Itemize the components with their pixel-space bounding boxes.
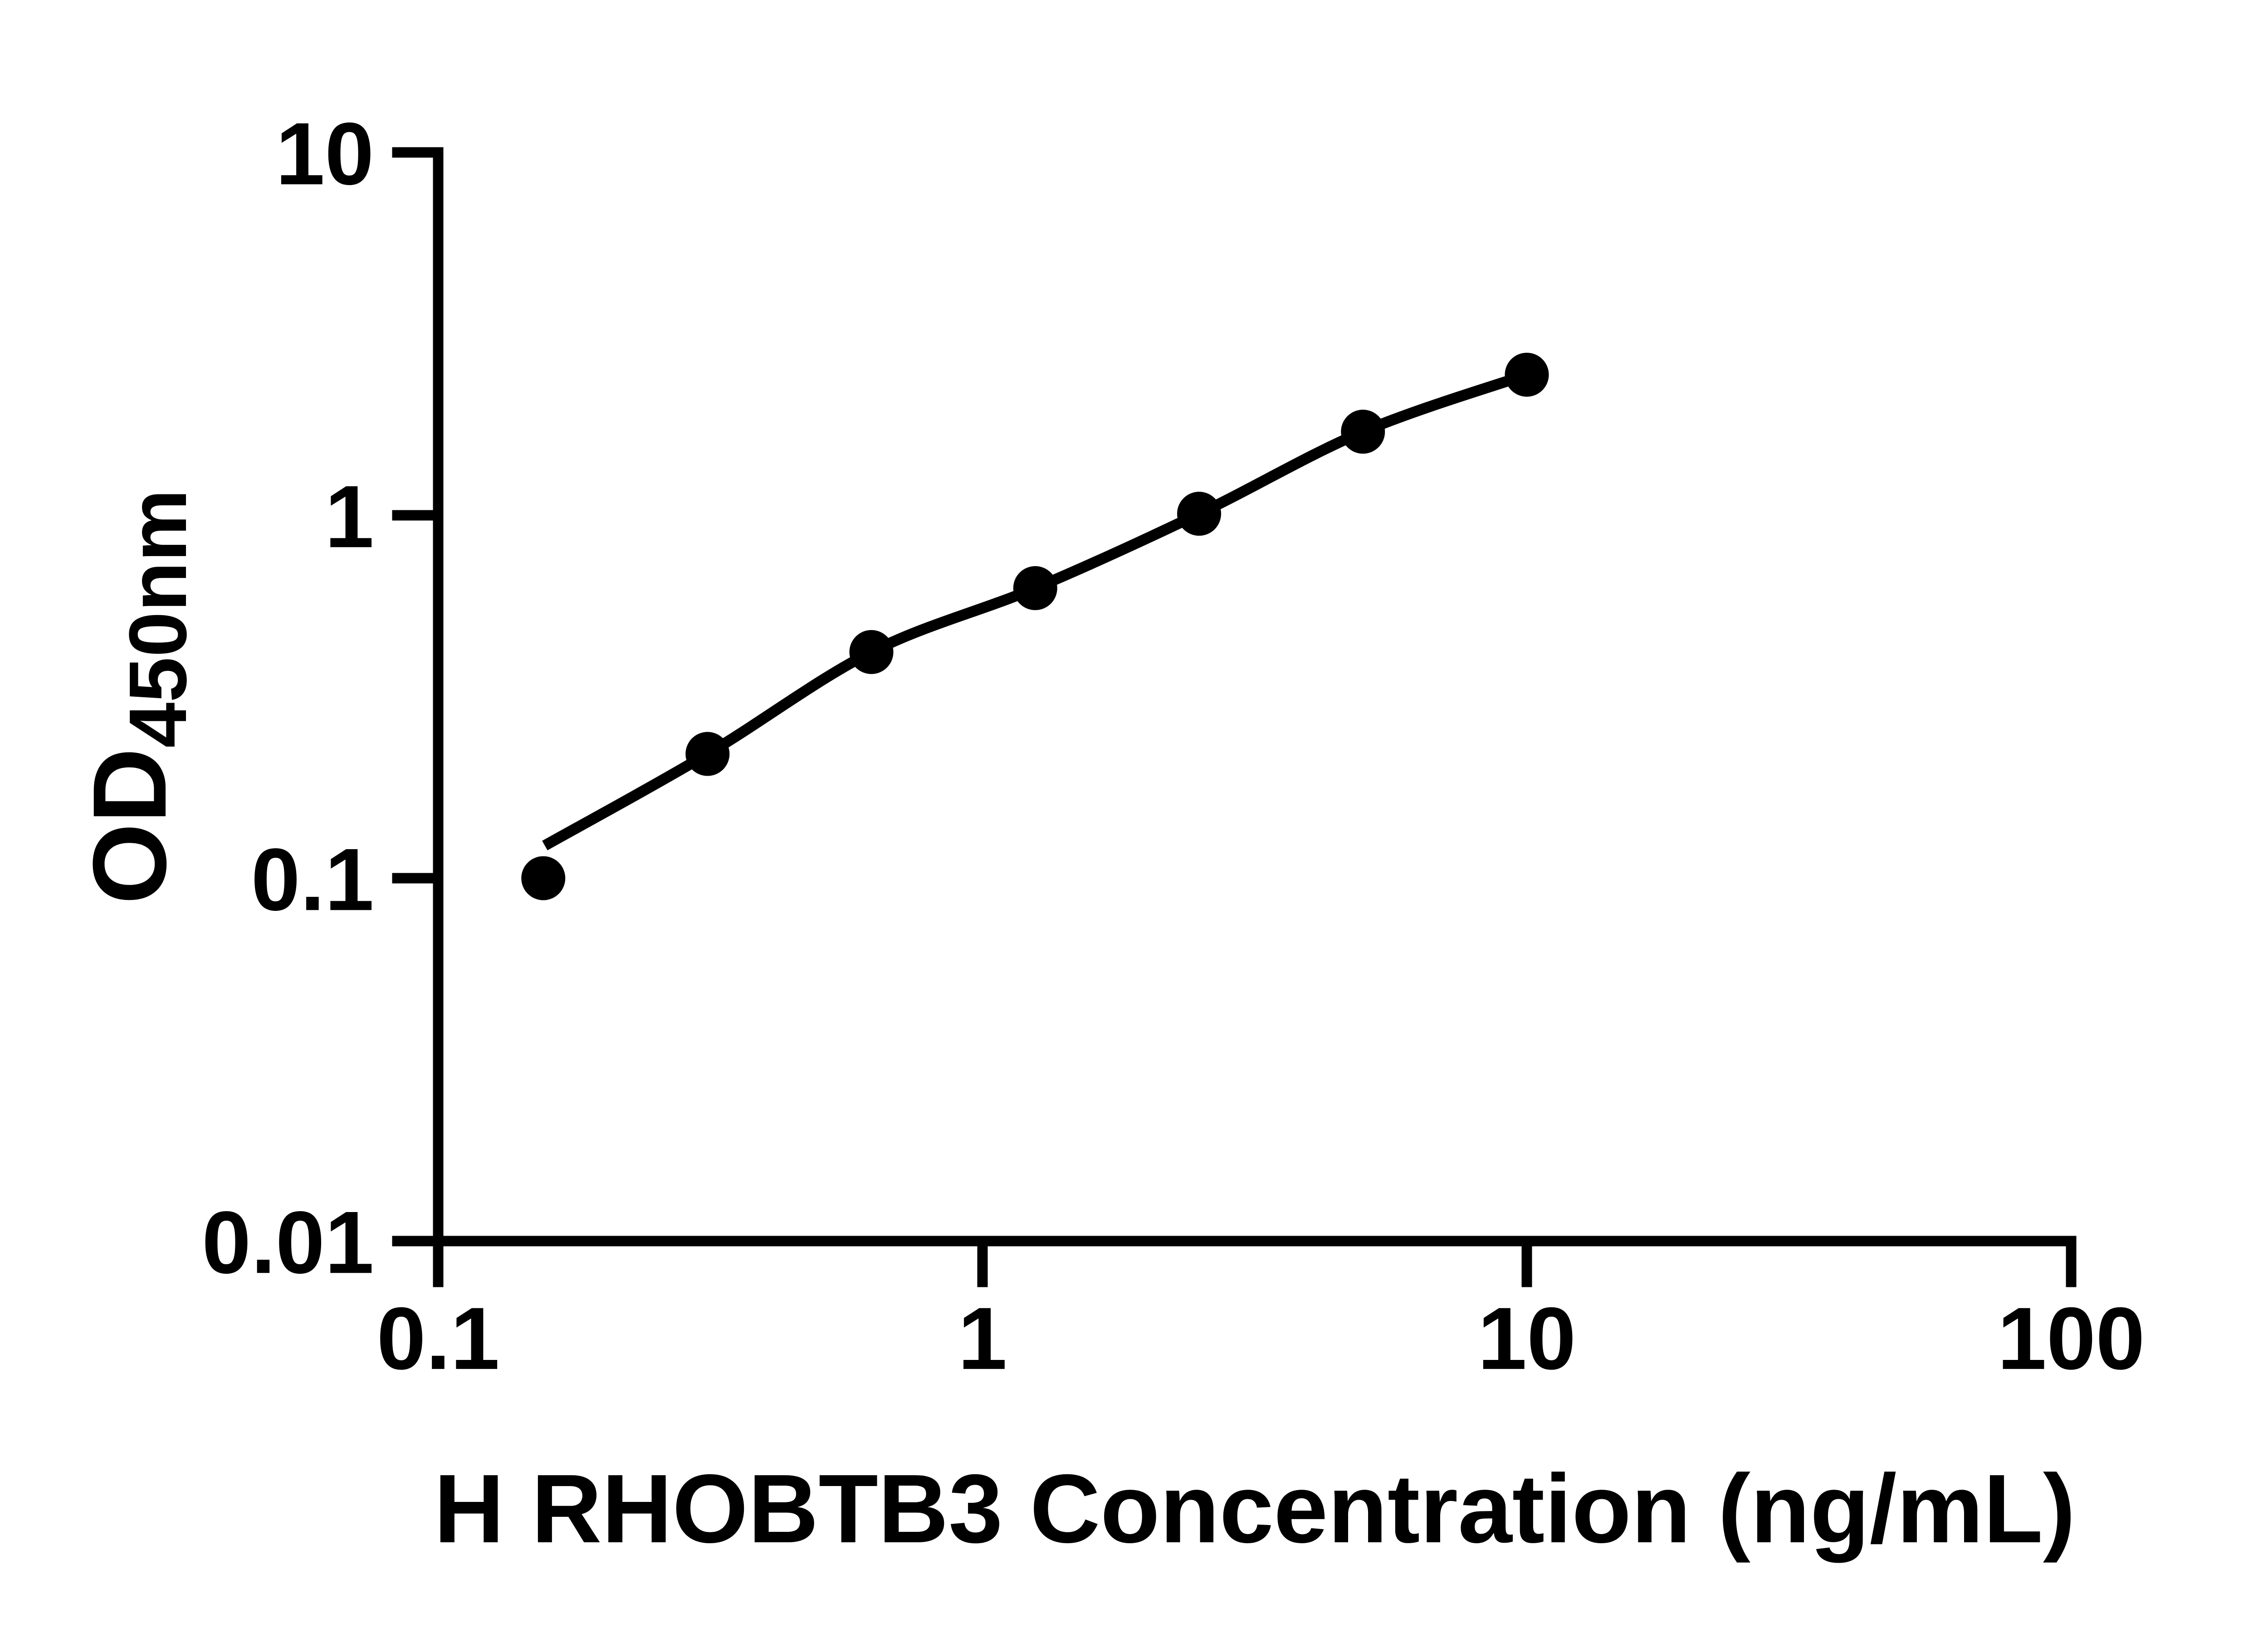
data-point [1341,410,1385,454]
y-tick-label: 0.01 [202,1193,374,1292]
y-axis-title: OD450nm [71,489,204,904]
x-tick-label: 1 [958,1289,1007,1388]
y-tick-label: 10 [276,104,374,203]
x-tick-label: 0.1 [376,1289,499,1388]
x-tick-label: 100 [1997,1289,2145,1388]
data-point [849,630,894,674]
data-point [1013,566,1057,611]
data-point [1177,492,1222,536]
y-tick-label: 1 [325,467,374,566]
data-point [685,732,730,776]
data-point [521,856,566,900]
y-axis-title-main: OD [71,748,188,905]
x-tick-label: 10 [1478,1289,1576,1388]
x-axis-title: H RHOBTB3 Concentration (ng/mL) [434,1454,2076,1563]
y-tick-label: 0.1 [251,830,374,929]
data-point [1505,352,1549,397]
y-axis-title-subscript: 450nm [112,489,204,748]
